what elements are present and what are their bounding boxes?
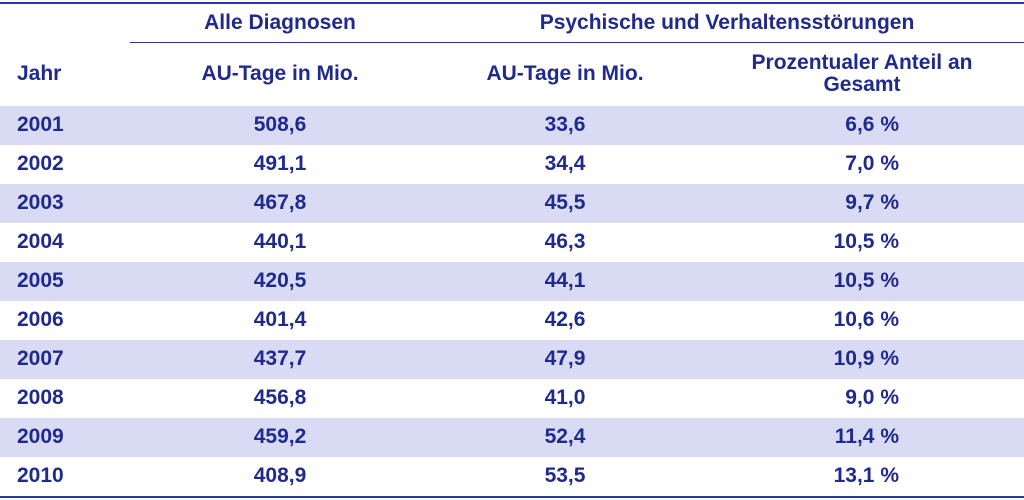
table-row: 2002 491,1 34,4 7,0 % — [0, 145, 1024, 184]
cell-psych-days: 33,6 — [544, 113, 586, 137]
cell-year: 2008 — [17, 386, 64, 410]
cell-psych-days: 44,1 — [544, 269, 586, 293]
table-row: 2003 467,8 45,5 9,7 % — [0, 184, 1024, 223]
group-all-diagnoses: Alle Diagnosen — [204, 10, 356, 34]
cell-share: 10,5 % — [833, 230, 899, 254]
cell-year: 2007 — [17, 347, 64, 371]
cell-year: 2001 — [17, 113, 64, 137]
cell-year: 2003 — [17, 191, 64, 215]
cell-psych-days: 42,6 — [544, 308, 586, 332]
cell-share: 10,9 % — [833, 347, 899, 371]
cell-year: 2004 — [17, 230, 64, 254]
cell-all-days: 467,8 — [253, 191, 307, 215]
table-row: 2010 408,9 53,5 13,1 % — [0, 457, 1024, 496]
col-all-days-header: AU-Tage in Mio. — [201, 61, 359, 85]
cell-share: 7,0 % — [845, 152, 899, 176]
cell-all-days: 420,5 — [253, 269, 307, 293]
header-column-row: Jahr AU-Tage in Mio. AU-Tage in Mio. Pro… — [0, 44, 1024, 104]
cell-year: 2009 — [17, 425, 64, 449]
cell-year: 2010 — [17, 464, 64, 488]
cell-psych-days: 47,9 — [544, 347, 586, 371]
cell-all-days: 459,2 — [253, 425, 307, 449]
bottom-rule — [0, 496, 1024, 498]
table-row: 2004 440,1 46,3 10,5 % — [0, 223, 1024, 262]
table-row: 2005 420,5 44,1 10,5 % — [0, 262, 1024, 301]
cell-all-days: 437,7 — [253, 347, 307, 371]
table-row: 2007 437,7 47,9 10,9 % — [0, 340, 1024, 379]
cell-share: 11,4 % — [834, 425, 899, 449]
col-share-header: Prozentualer Anteil an Gesamt — [751, 50, 973, 96]
cell-share: 10,5 % — [833, 269, 899, 293]
cell-year: 2006 — [17, 308, 64, 332]
cell-psych-days: 46,3 — [544, 230, 586, 254]
cell-share: 9,0 % — [845, 386, 899, 410]
cell-all-days: 408,9 — [253, 464, 307, 488]
cell-all-days: 440,1 — [253, 230, 307, 254]
table-row: 2001 508,6 33,6 6,6 % — [0, 106, 1024, 145]
header-group-row: Alle Diagnosen Psychische und Verhaltens… — [0, 4, 1024, 42]
table-row: 2009 459,2 52,4 11,4 % — [0, 418, 1024, 457]
cell-year: 2002 — [17, 152, 64, 176]
cell-psych-days: 45,5 — [544, 191, 586, 215]
group-rule — [130, 42, 1024, 43]
table-row: 2008 456,8 41,0 9,0 % — [0, 379, 1024, 418]
cell-year: 2005 — [17, 269, 64, 293]
cell-all-days: 401,4 — [253, 308, 307, 332]
cell-all-days: 491,1 — [253, 152, 307, 176]
cell-share: 10,6 % — [833, 308, 899, 332]
cell-share: 9,7 % — [845, 191, 899, 215]
cell-psych-days: 52,4 — [544, 425, 586, 449]
cell-psych-days: 41,0 — [544, 386, 586, 410]
cell-all-days: 456,8 — [253, 386, 307, 410]
top-rule — [0, 2, 1024, 4]
table-row: 2006 401,4 42,6 10,6 % — [0, 301, 1024, 340]
cell-share: 13,1 % — [833, 464, 899, 488]
cell-share: 6,6 % — [845, 113, 899, 137]
col-year-header: Jahr — [17, 61, 62, 85]
cell-psych-days: 53,5 — [544, 464, 586, 488]
cell-all-days: 508,6 — [253, 113, 307, 137]
group-psych-disorders: Psychische und Verhaltensstörungen — [539, 10, 915, 34]
cell-psych-days: 34,4 — [544, 152, 586, 176]
col-psych-days-header: AU-Tage in Mio. — [486, 61, 644, 85]
